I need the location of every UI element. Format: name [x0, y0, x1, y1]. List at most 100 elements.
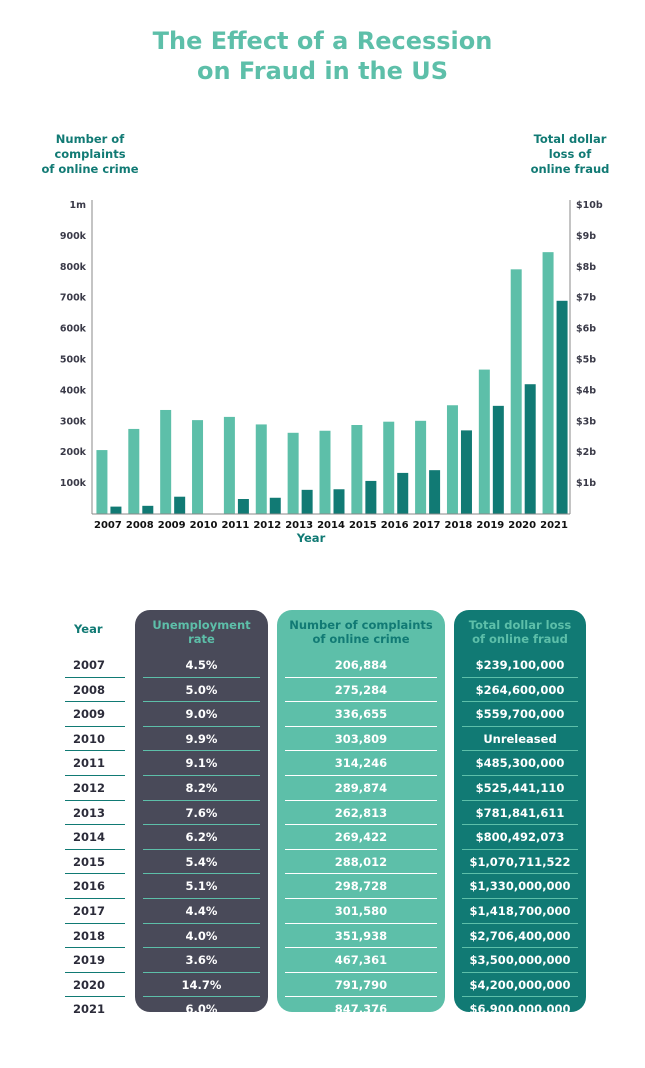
axes-group: 2007 2008 2009 2010 2011 2012 2013 2014 2015 2016…	[60, 200, 603, 545]
complaints-bar	[287, 432, 299, 514]
year-cell: 2010	[73, 731, 106, 746]
complaints-bar	[383, 421, 395, 514]
header-complaints-line: of online crime	[312, 632, 410, 646]
loss-bar	[269, 497, 281, 514]
row-divider	[65, 922, 125, 924]
complaints-bar	[255, 424, 267, 514]
x-tick-label: 2015	[349, 520, 377, 531]
unemployment-cell: 4.4%	[185, 904, 218, 918]
loss-cell: $559,700,000	[475, 707, 565, 722]
row-divider	[65, 774, 125, 776]
complaints-bar	[319, 430, 331, 514]
header-unemployment: Unemployment rate	[135, 618, 268, 646]
header-loss: Total dollar loss of online fraud	[454, 618, 586, 646]
complaints-bar	[446, 405, 458, 514]
complaints-bar	[510, 269, 522, 514]
loss-bar	[237, 499, 249, 514]
complaints-cell: 275,284	[334, 682, 388, 697]
row-divider	[65, 947, 125, 949]
loss-cell: $6,900,000,000	[469, 1002, 571, 1017]
page-title: The Effect of a Recession on Fraud in th…	[0, 26, 645, 86]
complaints-cell: 314,246	[334, 756, 388, 771]
left-tick-label: 400k	[60, 385, 87, 396]
loss-bar	[556, 300, 568, 514]
row-divider	[65, 799, 125, 801]
loss-bar	[365, 480, 377, 514]
loss-cell: $800,492,073	[475, 830, 565, 845]
table-row: 2009 9.0% 336,655 $559,700,000	[65, 702, 590, 727]
row-divider	[285, 774, 437, 776]
row-divider	[285, 676, 437, 678]
loss-cell: $2,706,400,000	[469, 928, 571, 943]
loss-cell: $239,100,000	[475, 658, 565, 672]
complaints-cell: 847,376	[334, 1002, 388, 1017]
left-tick-label: 1m	[69, 200, 86, 211]
year-cell: 2017	[73, 904, 106, 918]
year-cell: 2015	[73, 854, 106, 869]
title-line-1: The Effect of a Recession	[152, 27, 493, 55]
right-axis-title-line: online fraud	[530, 162, 610, 176]
left-tick-label: 900k	[60, 231, 87, 242]
complaints-cell: 206,884	[334, 658, 388, 672]
header-loss-line: Total dollar loss	[468, 618, 572, 632]
unemployment-cell: 9.1%	[185, 756, 218, 771]
row-divider	[143, 848, 260, 850]
loss-bar	[142, 505, 154, 514]
row-divider	[462, 799, 578, 801]
complaints-bar	[192, 420, 204, 514]
unemployment-cell: 4.5%	[185, 658, 218, 672]
row-divider	[462, 676, 578, 678]
row-divider	[285, 873, 437, 875]
table-row: 2017 4.4% 301,580 $1,418,700,000	[65, 899, 590, 924]
complaints-cell: 467,361	[334, 953, 388, 968]
row-divider	[65, 848, 125, 850]
row-divider	[143, 897, 260, 899]
right-tick-label: $2b	[576, 447, 596, 458]
row-divider	[462, 750, 578, 752]
year-cell: 2014	[73, 830, 106, 845]
loss-cell: $264,600,000	[475, 682, 565, 697]
complaints-bar	[223, 416, 235, 514]
x-tick-label: 2019	[476, 520, 504, 531]
left-tick-label: 700k	[60, 293, 87, 304]
header-year: Year	[74, 622, 103, 636]
left-axis-title-line: of online crime	[41, 162, 139, 176]
unemployment-cell: 7.6%	[185, 805, 218, 820]
unemployment-cell: 5.4%	[185, 854, 218, 869]
loss-cell: $525,441,110	[475, 781, 565, 795]
table-row: 2019 3.6% 467,361 $3,500,000,000	[65, 948, 590, 973]
row-divider	[285, 799, 437, 801]
header-complaints-line: Number of complaints	[289, 618, 433, 632]
row-divider	[285, 971, 437, 973]
table-row: 2007 4.5% 206,884 $239,100,000	[65, 653, 590, 678]
row-divider	[143, 996, 260, 998]
title-line-2: on Fraud in the US	[196, 57, 449, 85]
complaints-cell: 289,874	[334, 781, 388, 795]
left-tick-label: 800k	[60, 262, 87, 273]
unemployment-cell: 9.0%	[185, 707, 218, 722]
x-tick-label: 2020	[508, 520, 536, 531]
complaints-cell: 303,809	[334, 731, 388, 746]
row-divider	[462, 922, 578, 924]
year-cell: 2011	[73, 756, 106, 771]
right-tick-label: $9b	[576, 231, 596, 242]
row-divider	[65, 725, 125, 727]
x-tick-label: 2013	[285, 520, 313, 531]
unemployment-cell: 3.6%	[185, 953, 218, 968]
row-divider	[462, 947, 578, 949]
row-divider	[65, 873, 125, 875]
left-axis-title: Number of complaints of online crime	[40, 132, 140, 177]
row-divider	[143, 774, 260, 776]
year-cell: 2007	[73, 658, 106, 672]
header-loss-line: of online fraud	[472, 632, 568, 646]
right-tick-label: $3b	[576, 416, 596, 427]
row-divider	[462, 971, 578, 973]
right-tick-label: $6b	[576, 324, 596, 335]
loss-cell: $3,500,000,000	[469, 953, 571, 968]
table-row: 2020 14.7% 791,790 $4,200,000,000	[65, 973, 590, 998]
row-divider	[285, 824, 437, 826]
unemployment-cell: 4.0%	[185, 928, 218, 943]
right-tick-label: $10b	[576, 200, 603, 211]
table-row: 2013 7.6% 262,813 $781,841,611	[65, 801, 590, 826]
loss-bar	[174, 496, 186, 514]
